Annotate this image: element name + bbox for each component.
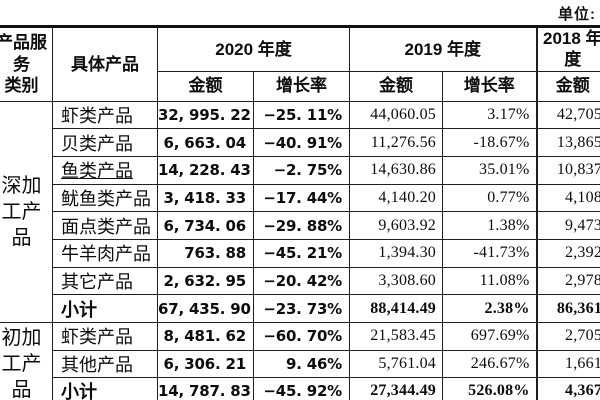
cell-amount-2020: 8, 481. 62	[157, 322, 254, 351]
cell-amount-2018: 42,705	[535, 100, 600, 130]
cell-product: 鱿鱼类产品	[52, 183, 158, 213]
cell-amount-2018: 4,367	[535, 377, 600, 400]
header-amount-2018: 金额	[535, 70, 600, 102]
table-row: 其他产品 6, 306. 21 9. 46% 5,761.04 246.67% …	[0, 349, 600, 379]
cell-product: 虾类产品	[52, 100, 158, 130]
cell-amount-2018: 2,705	[535, 322, 600, 351]
cell-growth-2019: 11.08%	[442, 266, 538, 296]
table-row: 鱿鱼类产品 3, 418. 33 −17. 44% 4,140.20 0.77%…	[0, 183, 600, 213]
cell-growth-2019: 35.01%	[442, 155, 538, 185]
header-growth-2019: 增长率	[442, 70, 538, 102]
header-year-2020: 2020 年度	[156, 26, 351, 72]
unit-label: 单位:	[558, 6, 596, 23]
cell-growth-2019: 0.77%	[442, 183, 538, 213]
cell-amount-2019: 4,140.20	[349, 183, 444, 213]
cell-amount-2020: 14, 787. 83	[157, 377, 254, 400]
cell-amount-2019: 88,414.49	[349, 294, 444, 323]
cell-amount-2019: 44,060.05	[349, 100, 444, 130]
cell-amount-2018: 1,661	[535, 349, 600, 379]
cell-subtotal-label: 小计	[52, 294, 158, 323]
header-amount-2019: 金额	[349, 70, 444, 102]
cell-amount-2018: 13,865	[535, 128, 600, 157]
cell-growth-2020: −45. 21%	[252, 238, 351, 268]
cell-amount-2019: 3,308.60	[349, 266, 444, 296]
table-row: 初加 工产 品 虾类产品 8, 481. 62 −60. 70% 21,583.…	[0, 321, 600, 400]
cell-growth-2020: −29. 88%	[252, 211, 351, 240]
cell-growth-2020: 9. 46%	[252, 349, 351, 379]
cell-growth-2019: 697.69%	[442, 322, 538, 351]
header-year-2019: 2019 年度	[349, 26, 538, 72]
table-row: 面点类产品 6, 734. 06 −29. 88% 9,603.92 1.38%…	[0, 211, 600, 240]
cell-amount-2020: 6, 734. 06	[157, 211, 254, 240]
cell-category-primary-processed: 初加 工产 品	[0, 321, 53, 400]
cell-amount-2018: 2,978	[535, 266, 600, 296]
header-amount-2020: 金额	[157, 70, 254, 102]
financial-products-table: 产品服务 类别 具体产品 2020 年度 2019 年度 2018 年度 金额 …	[0, 25, 600, 400]
cell-amount-2019: 5,761.04	[349, 349, 444, 379]
cell-amount-2018: 9,473	[535, 211, 600, 240]
cell-category-deep-processed: 深加 工产 品	[0, 100, 53, 323]
cell-amount-2019: 11,276.56	[349, 128, 444, 157]
cell-amount-2020: 6, 306. 21	[157, 349, 254, 379]
cell-amount-2018: 86,361	[535, 294, 600, 323]
header-growth-2020: 增长率	[252, 70, 351, 102]
cell-growth-2019: -41.73%	[442, 238, 538, 268]
cell-product: 牛羊肉产品	[52, 238, 158, 268]
cell-product: 其它产品	[52, 266, 158, 296]
header-row-measures: 金额 增长率 金额 增长率 金额	[0, 70, 600, 102]
cell-product: 面点类产品	[52, 211, 158, 240]
cell-growth-2020: −40. 91%	[252, 128, 351, 157]
table-row: 鱼类产品 14, 228. 43 −2. 75% 14,630.86 35.01…	[0, 155, 600, 185]
cell-amount-2019: 14,630.86	[349, 155, 444, 185]
cell-amount-2019: 21,583.45	[349, 322, 444, 351]
cell-product: 虾类产品	[52, 322, 158, 351]
cell-growth-2020: −2. 75%	[252, 155, 351, 185]
cell-growth-2020: −17. 44%	[252, 183, 351, 213]
header-year-2018: 2018 年度	[535, 26, 600, 72]
cell-growth-2020: −20. 42%	[252, 266, 351, 296]
cell-growth-2020: −60. 70%	[252, 322, 351, 351]
cell-amount-2019: 27,344.49	[349, 377, 444, 400]
cell-growth-2020: −23. 73%	[252, 294, 351, 323]
cell-amount-2020: 32, 995. 22	[157, 100, 254, 130]
cell-amount-2020: 6, 663. 04	[157, 128, 254, 157]
cell-growth-2019: 526.08%	[442, 377, 538, 400]
table-row: 其它产品 2, 632. 95 −20. 42% 3,308.60 11.08%…	[0, 266, 600, 296]
header-product-category: 产品服务 类别	[0, 26, 53, 102]
cell-growth-2020: −25. 11%	[252, 100, 351, 130]
header-row-years: 产品服务 类别 具体产品 2020 年度 2019 年度 2018 年度	[0, 26, 600, 102]
cell-growth-2019: 246.67%	[442, 349, 538, 379]
table-row: 牛羊肉产品 763. 88 −45. 21% 1,394.30 -41.73% …	[0, 238, 600, 268]
cell-amount-2018: 4,108	[535, 183, 600, 213]
cell-amount-2018: 10,837	[535, 155, 600, 185]
cell-amount-2020: 763. 88	[157, 238, 254, 268]
cell-amount-2018: 2,392	[535, 238, 600, 268]
cell-product: 鱼类产品	[52, 155, 158, 185]
cell-amount-2020: 3, 418. 33	[157, 183, 254, 213]
cell-growth-2019: 2.38%	[442, 294, 538, 323]
table-row: 深加 工产 品 虾类产品 32, 995. 22 −25. 11% 44,060…	[0, 100, 600, 323]
header-specific-product: 具体产品	[52, 26, 158, 102]
cell-growth-2019: 1.38%	[442, 211, 538, 240]
cell-amount-2020: 14, 228. 43	[157, 155, 254, 185]
cell-subtotal-label: 小计	[52, 377, 158, 400]
cell-growth-2020: −45. 92%	[252, 377, 351, 400]
cell-product: 贝类产品	[52, 128, 158, 157]
cell-product: 其他产品	[52, 349, 158, 379]
cell-growth-2019: -18.67%	[442, 128, 538, 157]
table-row-subtotal: 小计 14, 787. 83 −45. 92% 27,344.49 526.08…	[0, 377, 600, 400]
table-row: 贝类产品 6, 663. 04 −40. 91% 11,276.56 -18.6…	[0, 128, 600, 157]
cell-growth-2019: 3.17%	[442, 100, 538, 130]
cell-amount-2019: 1,394.30	[349, 238, 444, 268]
table-row-subtotal: 小计 67, 435. 90 −23. 73% 88,414.49 2.38% …	[0, 294, 600, 323]
cell-amount-2019: 9,603.92	[349, 211, 444, 240]
cell-amount-2020: 2, 632. 95	[157, 266, 254, 296]
cell-amount-2020: 67, 435. 90	[157, 294, 254, 323]
